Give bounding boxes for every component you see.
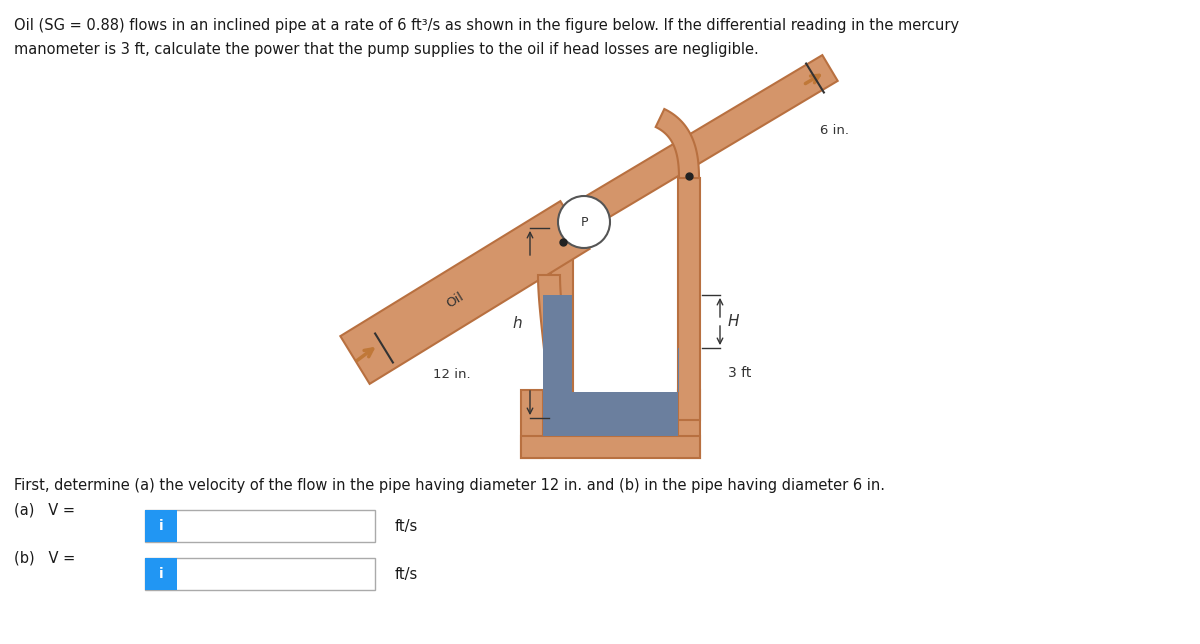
Text: (a)   V =: (a) V =: [14, 502, 74, 518]
Circle shape: [558, 196, 610, 248]
Text: i: i: [158, 567, 163, 581]
Polygon shape: [584, 55, 838, 223]
Text: manometer is 3 ft, calculate the power that the pump supplies to the oil if head: manometer is 3 ft, calculate the power t…: [14, 42, 758, 57]
Polygon shape: [542, 392, 678, 436]
Text: P: P: [581, 216, 588, 229]
Polygon shape: [145, 558, 178, 590]
Text: i: i: [158, 519, 163, 533]
Text: Oil (SG = 0.88) flows in an inclined pipe at a rate of 6 ft³/s as shown in the f: Oil (SG = 0.88) flows in an inclined pip…: [14, 18, 959, 33]
Polygon shape: [145, 558, 374, 590]
Text: (b)   V =: (b) V =: [14, 551, 76, 565]
Text: h: h: [512, 316, 522, 330]
Polygon shape: [521, 390, 542, 458]
Polygon shape: [538, 275, 572, 429]
Polygon shape: [678, 178, 700, 420]
Polygon shape: [655, 109, 698, 178]
Text: 12 in.: 12 in.: [433, 368, 470, 381]
Text: ft/s: ft/s: [395, 518, 419, 533]
Polygon shape: [678, 390, 700, 458]
Text: H: H: [728, 314, 739, 329]
Text: Oil: Oil: [444, 290, 466, 310]
Text: First, determine (a) the velocity of the flow in the pipe having diameter 12 in.: First, determine (a) the velocity of the…: [14, 478, 886, 493]
Polygon shape: [551, 228, 574, 435]
Polygon shape: [145, 510, 374, 542]
Text: ft/s: ft/s: [395, 567, 419, 582]
Text: 3 ft: 3 ft: [728, 366, 751, 380]
Text: 6 in.: 6 in.: [820, 124, 850, 137]
Polygon shape: [542, 295, 572, 392]
Polygon shape: [521, 436, 700, 458]
Polygon shape: [145, 510, 178, 542]
Polygon shape: [341, 201, 589, 384]
